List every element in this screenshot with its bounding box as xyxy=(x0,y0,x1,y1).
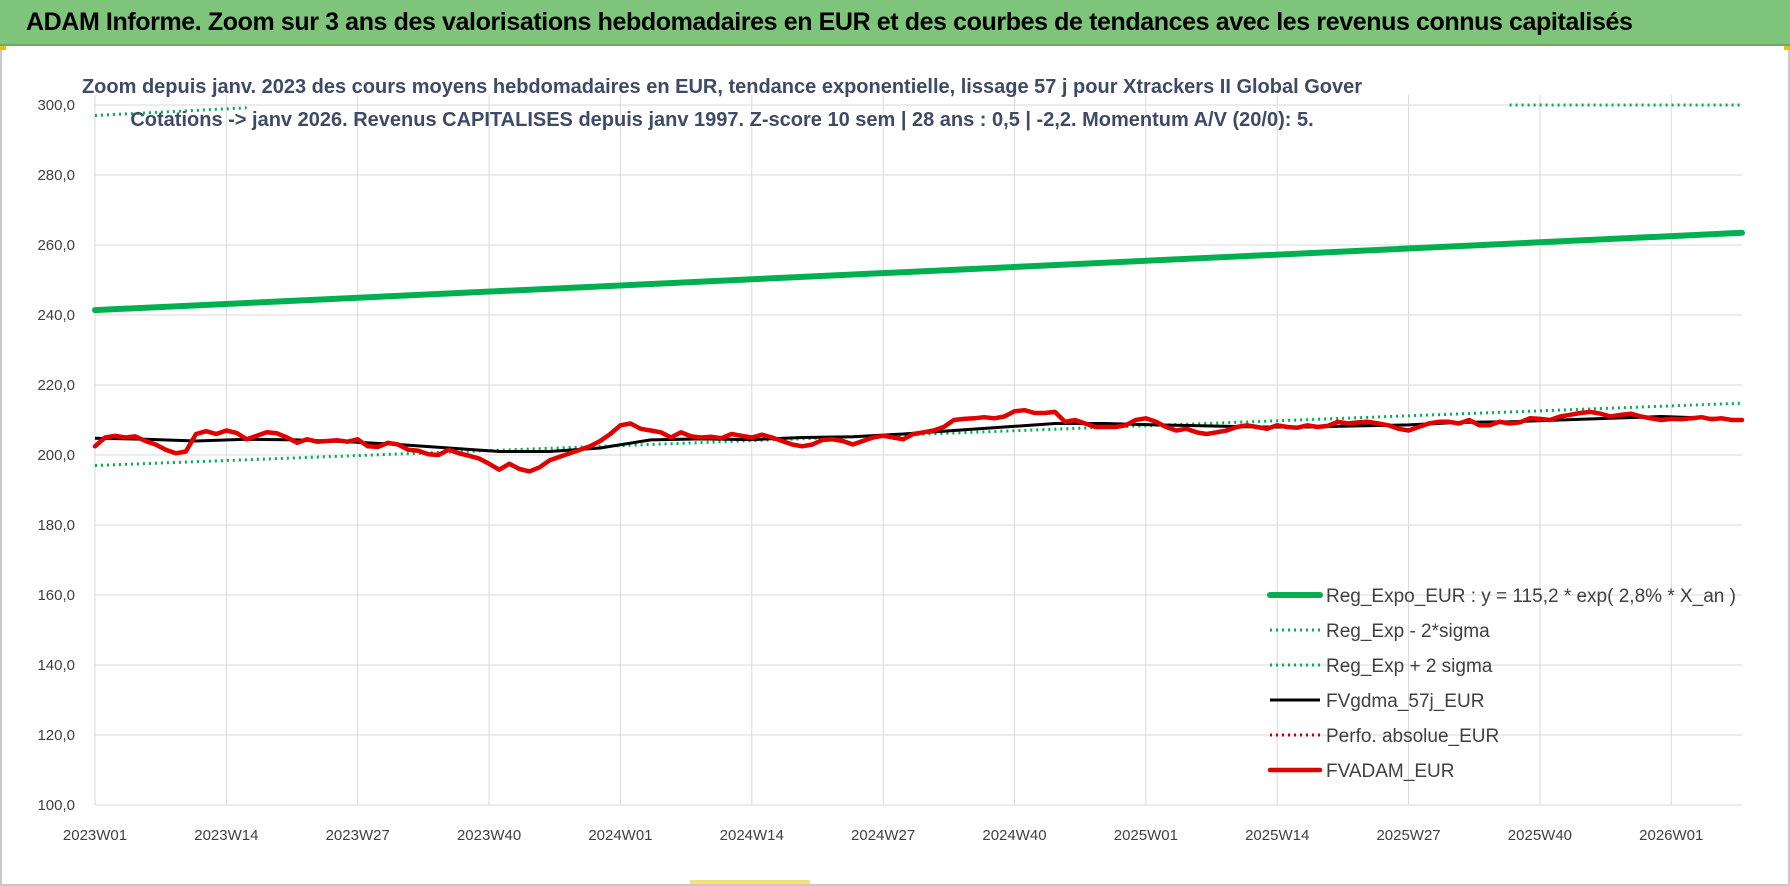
series-line-reg-expo xyxy=(92,229,1745,314)
legend: Reg_Expo_EUR : y = 115,2 * exp( 2,8% * X… xyxy=(1267,586,1736,782)
y-tick-label: 300,0 xyxy=(37,97,75,114)
x-tick-label: 2024W14 xyxy=(720,827,784,844)
y-tick-label: 140,0 xyxy=(37,657,75,674)
series-line-fvadam xyxy=(92,407,1745,474)
y-tick-label: 220,0 xyxy=(37,377,75,394)
legend-fvadam-label: FVADAM_EUR xyxy=(1326,761,1454,782)
y-tick-label: 180,0 xyxy=(37,517,75,534)
legend-reg-expo-label: Reg_Expo_EUR : y = 115,2 * exp( 2,8% * X… xyxy=(1326,586,1736,607)
x-tick-label: 2025W14 xyxy=(1245,827,1309,844)
x-tick-label: 2025W27 xyxy=(1376,827,1440,844)
x-tick-label: 2025W40 xyxy=(1508,827,1572,844)
y-tick-label: 280,0 xyxy=(37,167,75,184)
x-tick-label: 2023W27 xyxy=(326,827,390,844)
x-tick-label: 2024W01 xyxy=(588,827,652,844)
legend-reg-plus-2sigma-label: Reg_Exp + 2 sigma xyxy=(1326,656,1493,677)
banner-corner-left xyxy=(0,46,6,50)
y-tick-label: 200,0 xyxy=(37,447,75,464)
report-banner: ADAM Informe. Zoom sur 3 ans des valoris… xyxy=(0,0,1790,46)
x-tick-label: 2023W14 xyxy=(194,827,258,844)
chart-title-line1: Zoom depuis janv. 2023 des cours moyens … xyxy=(82,76,1362,98)
banner-corner-right xyxy=(1784,46,1790,50)
y-axis-ticks: 100,0 120,0 140,0 160,0 180,0 200,0 220,0 240,0… xyxy=(37,97,75,814)
plot-area xyxy=(92,103,1745,474)
y-tick-label: 120,0 xyxy=(37,727,75,744)
y-tick-label: 100,0 xyxy=(37,797,75,814)
x-tick-label: 2026W01 xyxy=(1639,827,1703,844)
gridlines xyxy=(94,95,1742,806)
x-tick-label: 2024W27 xyxy=(851,827,915,844)
legend-perfo-label: Perfo. absolue_EUR xyxy=(1326,726,1499,747)
report-title: ADAM Informe. Zoom sur 3 ans des valoris… xyxy=(26,8,1633,36)
x-tick-label: 2023W40 xyxy=(457,827,521,844)
bottom-marker xyxy=(690,880,810,884)
x-tick-label: 2025W01 xyxy=(1114,827,1178,844)
chart-title-line2: Cotations -> janv 2026. Revenus CAPITALI… xyxy=(130,109,1313,131)
y-tick-label: 240,0 xyxy=(37,307,75,324)
legend-reg-minus-2sigma-label: Reg_Exp - 2*sigma xyxy=(1326,621,1490,642)
series-line-reg-plus-2sigma xyxy=(94,106,247,117)
x-axis-ticks: 2023W01 2023W14 2023W27 2023W40 2024W01 2024W… xyxy=(63,827,1703,844)
y-tick-label: 260,0 xyxy=(37,237,75,254)
x-tick-label: 2023W01 xyxy=(63,827,127,844)
y-tick-label: 160,0 xyxy=(37,587,75,604)
x-tick-label: 2024W40 xyxy=(982,827,1046,844)
legend-fvgdma-label: FVgdma_57j_EUR xyxy=(1326,691,1484,712)
